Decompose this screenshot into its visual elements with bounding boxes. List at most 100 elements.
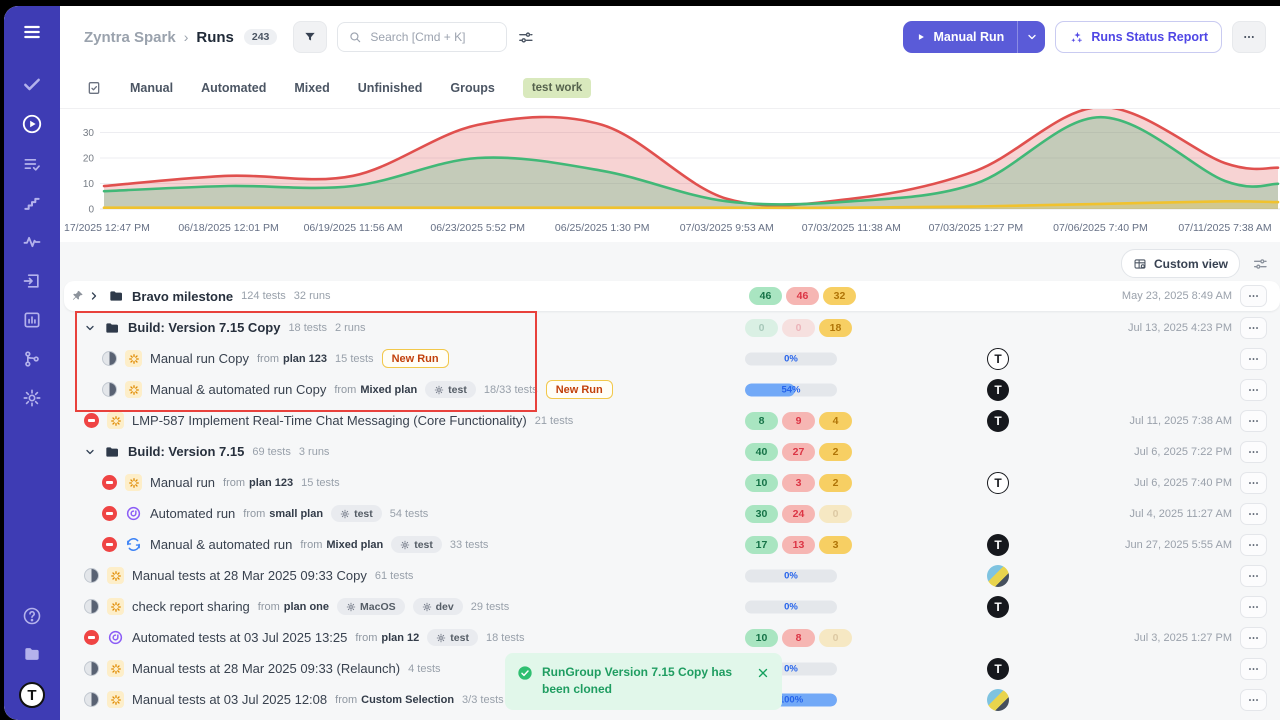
sidebar-item-gear-icon[interactable] bbox=[22, 388, 42, 408]
row-more-button[interactable] bbox=[1240, 626, 1267, 649]
row-title: LMP-587 Implement Real-Time Chat Messagi… bbox=[132, 413, 527, 428]
sidebar-item-branch-icon[interactable] bbox=[22, 349, 42, 369]
row-more-button[interactable] bbox=[1240, 502, 1267, 525]
row-title: Manual & automated run bbox=[150, 537, 293, 552]
help-icon[interactable] bbox=[22, 606, 42, 626]
row-more-button[interactable] bbox=[1240, 564, 1267, 587]
ellipsis-icon bbox=[1247, 383, 1260, 397]
tab-automated[interactable]: Automated bbox=[201, 81, 267, 95]
status-in-progress-icon bbox=[84, 661, 99, 676]
plan-name: plan 123 bbox=[249, 476, 294, 489]
row-more-button[interactable] bbox=[1240, 471, 1267, 494]
meta-text: 18 tests bbox=[485, 631, 525, 644]
row-more-button[interactable] bbox=[1240, 378, 1267, 401]
run-row[interactable]: check report sharing from plan one MacOS dev… bbox=[60, 591, 1280, 622]
row-content: Manual run Copy from plan 123 15 tests New R… bbox=[60, 349, 449, 368]
run-row[interactable]: Manual & automated run Copy from Mixed pla… bbox=[60, 374, 1280, 405]
folder-icon bbox=[108, 288, 124, 304]
search-box[interactable] bbox=[337, 22, 508, 52]
app-logo[interactable]: T bbox=[19, 682, 45, 708]
filter-sliders-icon[interactable] bbox=[517, 29, 534, 46]
avatar: T bbox=[987, 471, 1009, 494]
meta-text: 15 tests bbox=[301, 476, 340, 489]
ellipsis-icon bbox=[1247, 569, 1260, 583]
row-more-button[interactable] bbox=[1240, 595, 1267, 618]
group-row[interactable]: Build: Version 7.15 Copy 18 tests 2 runs 0 0… bbox=[60, 312, 1280, 343]
toast-close-icon[interactable] bbox=[756, 666, 770, 680]
new-run-badge[interactable]: New Run bbox=[545, 380, 613, 399]
meta-text: 29 tests bbox=[470, 600, 510, 613]
new-run-badge[interactable]: New Run bbox=[381, 349, 449, 368]
ellipsis-icon bbox=[1247, 631, 1260, 645]
sidebar-item-list-check-icon[interactable] bbox=[22, 154, 42, 174]
passed-badge: 0 bbox=[745, 318, 778, 337]
active-filter-chip[interactable]: test work bbox=[522, 78, 592, 98]
run-row[interactable]: Manual & automated run from Mixed plan test… bbox=[60, 529, 1280, 560]
tag-gear-icon bbox=[434, 385, 444, 395]
row-content: Automated run from small plan test 54 tests bbox=[60, 505, 428, 522]
row-title: Bravo milestone bbox=[132, 288, 234, 304]
tab-groups[interactable]: Groups bbox=[450, 81, 495, 95]
chevron-down-icon[interactable] bbox=[84, 322, 96, 334]
menu-icon[interactable] bbox=[22, 22, 42, 42]
status-stopped-icon bbox=[84, 630, 99, 645]
meta-text: 33 tests bbox=[449, 538, 489, 551]
row-title: Manual tests at 28 Mar 2025 09:33 (Relau… bbox=[132, 661, 401, 676]
view-settings-icon[interactable] bbox=[1252, 256, 1268, 272]
chevron-down-icon[interactable] bbox=[84, 446, 96, 458]
skipped-badge: 2 bbox=[819, 473, 852, 492]
group-row[interactable]: Bravo milestone 124 tests 32 runs 46 46 32 May… bbox=[64, 281, 1280, 311]
meta-text: 21 tests bbox=[534, 414, 574, 427]
sidebar-item-steps-icon[interactable] bbox=[22, 193, 42, 213]
row-stats: 0 0 18 bbox=[745, 318, 852, 337]
run-row[interactable]: Manual tests at 03 Jul 2025 12:08 from Cus… bbox=[60, 684, 1280, 715]
run-row[interactable]: Automated tests at 03 Jul 2025 13:25 from… bbox=[60, 622, 1280, 653]
manual-run-dropdown[interactable] bbox=[1017, 21, 1045, 53]
runs-status-report-button[interactable]: Runs Status Report bbox=[1055, 21, 1222, 53]
run-row[interactable]: Manual tests at 28 Mar 2025 09:33 (Relau… bbox=[60, 653, 1280, 684]
tab-mixed[interactable]: Mixed bbox=[294, 81, 330, 95]
sidebar-item-import-icon[interactable] bbox=[22, 271, 42, 291]
run-row[interactable]: Manual tests at 28 Mar 2025 09:33 Copy 61… bbox=[60, 560, 1280, 591]
row-more-button[interactable] bbox=[1240, 409, 1267, 432]
run-row[interactable]: Manual run Copy from plan 123 15 tests New R… bbox=[60, 343, 1280, 374]
sidebar-item-chart-icon[interactable] bbox=[22, 310, 42, 330]
row-more-button[interactable] bbox=[1240, 657, 1267, 680]
run-date: Jul 13, 2025 4:23 PM bbox=[1128, 321, 1232, 334]
row-more-button[interactable] bbox=[1240, 440, 1267, 463]
custom-view-button[interactable]: Custom view bbox=[1120, 249, 1240, 278]
manual-run-button[interactable]: Manual Run bbox=[903, 21, 1046, 53]
filter-button[interactable] bbox=[293, 21, 328, 53]
meta-text: 69 tests bbox=[252, 445, 291, 458]
breadcrumb-project[interactable]: Zyntra Spark bbox=[84, 28, 176, 46]
row-more-button[interactable] bbox=[1240, 533, 1267, 556]
sidebar-item-pulse-icon[interactable] bbox=[22, 232, 42, 252]
status-in-progress-icon bbox=[102, 351, 117, 366]
group-row[interactable]: Build: Version 7.15 69 tests 3 runs 40 27 2 Ju… bbox=[60, 436, 1280, 467]
tab-unfinished[interactable]: Unfinished bbox=[357, 81, 423, 95]
row-more-button[interactable] bbox=[1240, 347, 1267, 370]
sidebar-item-check-icon[interactable] bbox=[22, 74, 42, 94]
row-content: Automated tests at 03 Jul 2025 13:25 from… bbox=[60, 629, 525, 646]
run-row[interactable]: LMP-587 Implement Real-Time Chat Messagi… bbox=[60, 405, 1280, 436]
row-more-button[interactable] bbox=[1240, 316, 1267, 339]
tab-manual[interactable]: Manual bbox=[130, 81, 174, 95]
run-row[interactable]: Automated run from small plan test 54 tests 3… bbox=[60, 498, 1280, 529]
docs-folder-icon[interactable] bbox=[22, 644, 42, 664]
search-input[interactable] bbox=[368, 29, 497, 45]
x-tick-label: 07/03/2025 9:53 AM bbox=[679, 222, 774, 234]
from-label: from bbox=[257, 352, 279, 365]
chevron-down-icon bbox=[1026, 31, 1038, 43]
skipped-badge: 0 bbox=[819, 504, 852, 523]
burst-glyph-icon bbox=[110, 570, 122, 582]
runs-trend-chart: 30 20 10 0 17/2025 12:47 PM 06/18/2025 12:01… bbox=[60, 108, 1280, 242]
clipboard-check-icon[interactable] bbox=[86, 80, 102, 96]
header-more-button[interactable] bbox=[1232, 21, 1266, 53]
row-more-button[interactable] bbox=[1240, 688, 1267, 711]
skipped-badge: 4 bbox=[819, 411, 852, 430]
sidebar-item-play-circle-icon[interactable] bbox=[21, 113, 43, 135]
chevron-right-icon[interactable] bbox=[88, 290, 100, 302]
row-more-button[interactable] bbox=[1240, 285, 1267, 307]
page-title: Runs bbox=[196, 28, 234, 46]
run-row[interactable]: Manual run from plan 123 15 tests 10 3 2 T Jul 6… bbox=[60, 467, 1280, 498]
